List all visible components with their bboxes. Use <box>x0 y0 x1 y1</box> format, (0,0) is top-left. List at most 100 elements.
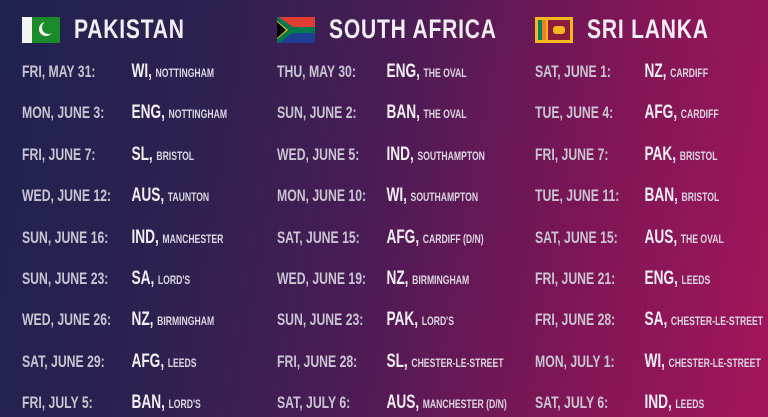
team-name: PAKISTAN <box>74 14 185 44</box>
fixture-row: FRI, JUNE 7: PAK, BRISTOL <box>535 144 717 166</box>
fixture-date: SAT, JULY 6: <box>535 393 609 413</box>
fixture-date: FRI, JUNE 21: <box>535 269 616 288</box>
fixture-row: WED, JUNE 5: IND, SOUTHAMPTON <box>277 144 485 166</box>
fixture-opponent: AFG, <box>131 350 165 372</box>
fixture-opponent: WI, <box>644 350 665 372</box>
fixture-row: THU, MAY 30: ENG, THE OVAL <box>277 61 467 83</box>
fixture-venue: THE OVAL <box>680 231 724 246</box>
fixture-opponent: NZ, <box>386 268 409 289</box>
fixture-date: FRI, JUNE 7: <box>22 144 96 164</box>
fixture-venue: NOTTINGHAM <box>168 107 228 122</box>
fixture-row: SUN, JUNE 23: SA, LORD'S <box>22 268 190 290</box>
fixture-opponent: NZ, <box>131 309 154 331</box>
fixture-venue: CARDIFF <box>680 107 719 122</box>
fixture-venue: CHESTER-LE-STREET <box>411 355 504 370</box>
fixture-venue: SOUTHAMPTON <box>417 148 485 163</box>
fixture-row: SUN, JUNE 2: BAN, THE OVAL <box>277 102 467 124</box>
fixture-venue: BRISTOL <box>681 190 720 205</box>
team-header: SRI LANKA <box>535 14 743 45</box>
fixture-date: TUE, JUNE 4: <box>535 103 614 123</box>
fixture-row: FRI, MAY 31: WI, NOTTINGHAM <box>22 61 214 83</box>
fixture-venue: SOUTHAMPTON <box>410 190 479 205</box>
fixture-date: SUN, JUNE 2: <box>277 103 357 123</box>
fixture-row: SAT, JUNE 1: NZ, CARDIFF <box>535 61 708 83</box>
fixture-row: MON, JULY 1: WI, CHESTER-LE-STREET <box>535 351 761 373</box>
fixture-row: MON, JUNE 10: WI, SOUTHAMPTON <box>277 185 478 207</box>
fixture-venue: TAUNTON <box>167 190 210 205</box>
fixture-opponent: IND, <box>644 392 672 414</box>
fixture-venue: LEEDS <box>167 355 197 370</box>
fixture-row: FRI, JULY 5: BAN, LORD'S <box>22 392 201 414</box>
fixture-opponent: BAN, <box>131 392 165 414</box>
fixture-date: MON, JULY 1: <box>535 351 615 371</box>
fixture-opponent: AFG, <box>386 226 420 248</box>
fixture-date: SUN, JUNE 16: <box>22 227 109 247</box>
fixture-date: SAT, JUNE 1: <box>535 62 611 81</box>
fixture-date: WED, JUNE 5: <box>277 144 360 164</box>
fixture-venue: LORD'S <box>157 273 191 287</box>
fixture-venue: NOTTINGHAM <box>155 66 215 80</box>
sri-lanka-flag-icon <box>535 16 573 43</box>
fixture-venue: CARDIFF (D/N) <box>422 231 484 246</box>
fixture-row: SAT, JUNE 15: AUS, THE OVAL <box>535 227 724 249</box>
team-header: SOUTH AFRICA <box>277 14 544 45</box>
fixture-row: FRI, JUNE 28: SL, CHESTER-LE-STREET <box>277 351 503 373</box>
fixture-opponent: PAK, <box>386 309 419 331</box>
fixture-row: FRI, JUNE 21: ENG, LEEDS <box>535 268 710 290</box>
fixture-date: FRI, JUNE 7: <box>535 144 609 164</box>
fixture-date: SAT, JUNE 15: <box>535 227 618 247</box>
fixture-date: FRI, JUNE 28: <box>277 351 358 371</box>
team-header: PAKISTAN <box>22 14 216 45</box>
fixture-opponent: ENG, <box>386 61 420 82</box>
fixture-row: SAT, JULY 6: AUS, MANCHESTER (D/N) <box>277 392 507 414</box>
fixture-opponent: WI, <box>386 185 407 207</box>
fixture-row: SAT, JULY 6: IND, LEEDS <box>535 392 704 414</box>
fixture-opponent: AFG, <box>644 102 678 124</box>
pakistan-flag-icon <box>22 16 60 43</box>
fixture-opponent: BAN, <box>644 185 678 207</box>
fixture-opponent: IND, <box>386 143 414 165</box>
fixture-opponent: ENG, <box>644 268 678 289</box>
fixture-row: SUN, JUNE 16: IND, MANCHESTER <box>22 227 223 249</box>
fixture-date: SUN, JUNE 23: <box>277 310 364 330</box>
fixture-date: WED, JUNE 26: <box>22 310 112 330</box>
fixture-date: SAT, JULY 6: <box>277 393 351 413</box>
fixture-opponent: SA, <box>644 309 668 331</box>
fixture-row: SUN, JUNE 23: PAK, LORD'S <box>277 309 454 331</box>
fixture-venue: LORD'S <box>168 397 201 412</box>
fixture-opponent: WI, <box>131 61 152 82</box>
fixture-row: TUE, JUNE 11: BAN, BRISTOL <box>535 185 719 207</box>
fixture-date: SAT, JUNE 15: <box>277 227 360 247</box>
fixture-row: WED, JUNE 26: NZ, BIRMINGHAM <box>22 309 214 331</box>
fixture-date: SUN, JUNE 23: <box>22 269 109 288</box>
fixture-venue: BRISTOL <box>679 148 718 163</box>
fixture-date: TUE, JUNE 11: <box>535 186 620 206</box>
fixture-date: FRI, MAY 31: <box>22 62 96 81</box>
fixture-opponent: SL, <box>131 143 153 165</box>
fixture-opponent: AUS, <box>386 392 420 414</box>
fixture-row: WED, JUNE 19: NZ, BIRMINGHAM <box>277 268 469 290</box>
fixture-venue: THE OVAL <box>423 107 467 122</box>
team-name: SRI LANKA <box>587 14 709 44</box>
fixture-venue: LEEDS <box>681 273 711 287</box>
fixture-row: MON, JUNE 3: ENG, NOTTINGHAM <box>22 102 227 124</box>
fixture-opponent: SA, <box>131 268 155 289</box>
fixture-date: THU, MAY 30: <box>277 62 356 81</box>
fixture-date: MON, JUNE 3: <box>22 103 105 123</box>
fixture-date: WED, JUNE 19: <box>277 269 367 288</box>
fixture-opponent: ENG, <box>131 102 165 124</box>
fixture-venue: LORD'S <box>421 314 455 329</box>
fixture-venue: BRISTOL <box>156 148 195 163</box>
fixture-venue: BIRMINGHAM <box>157 314 215 329</box>
fixture-venue: THE OVAL <box>423 66 467 80</box>
fixture-venue: MANCHESTER <box>162 231 224 246</box>
fixture-row: FRI, JUNE 7: SL, BRISTOL <box>22 144 194 166</box>
fixture-opponent: SL, <box>386 350 408 372</box>
south-africa-flag-icon <box>277 16 315 43</box>
fixture-date: WED, JUNE 12: <box>22 186 112 206</box>
team-name: SOUTH AFRICA <box>329 14 497 44</box>
fixture-opponent: NZ, <box>644 61 667 82</box>
fixture-row: SAT, JUNE 15: AFG, CARDIFF (D/N) <box>277 227 484 249</box>
fixture-row: TUE, JUNE 4: AFG, CARDIFF <box>535 102 719 124</box>
fixture-opponent: PAK, <box>644 143 677 165</box>
